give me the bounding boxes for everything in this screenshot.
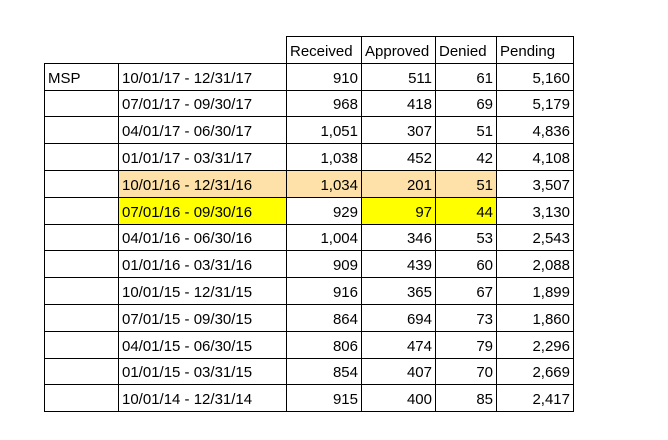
cell-denied[interactable]: 53 xyxy=(436,224,497,251)
cell-pending[interactable]: 1,899 xyxy=(497,278,574,305)
header-cell-empty-1[interactable] xyxy=(45,37,119,64)
cell-received[interactable]: 864 xyxy=(287,304,362,331)
cell-pending[interactable]: 2,417 xyxy=(497,385,574,412)
cell-received[interactable]: 910 xyxy=(287,63,362,90)
header-denied[interactable]: Denied xyxy=(436,37,497,64)
table-row-highlighted-yellow: 07/01/16 - 09/30/16 929 97 44 3,130 xyxy=(45,197,574,224)
table-row: 01/01/17 - 03/31/17 1,038 452 42 4,108 xyxy=(45,144,574,171)
cell-denied-highlighted[interactable]: 51 xyxy=(436,170,497,197)
cell-label[interactable] xyxy=(45,90,119,117)
cell-label[interactable] xyxy=(45,251,119,278)
cell-denied[interactable]: 79 xyxy=(436,331,497,358)
cell-period[interactable]: 04/01/15 - 06/30/15 xyxy=(119,331,287,358)
cell-pending[interactable]: 2,669 xyxy=(497,358,574,385)
cell-period[interactable]: 10/01/15 - 12/31/15 xyxy=(119,278,287,305)
cell-label[interactable] xyxy=(45,144,119,171)
cell-label[interactable] xyxy=(45,385,119,412)
cell-label[interactable] xyxy=(45,170,119,197)
cell-received[interactable]: 929 xyxy=(287,197,362,224)
cell-pending[interactable]: 4,108 xyxy=(497,144,574,171)
cell-period[interactable]: 04/01/17 - 06/30/17 xyxy=(119,117,287,144)
cell-pending[interactable]: 2,543 xyxy=(497,224,574,251)
cell-approved[interactable]: 365 xyxy=(362,278,436,305)
cell-approved[interactable]: 452 xyxy=(362,144,436,171)
cell-approved[interactable]: 694 xyxy=(362,304,436,331)
table-row: 01/01/16 - 03/31/16 909 439 60 2,088 xyxy=(45,251,574,278)
cell-received[interactable]: 915 xyxy=(287,385,362,412)
cell-approved[interactable]: 474 xyxy=(362,331,436,358)
cell-pending[interactable]: 4,836 xyxy=(497,117,574,144)
cell-approved[interactable]: 418 xyxy=(362,90,436,117)
table-row: 10/01/15 - 12/31/15 916 365 67 1,899 xyxy=(45,278,574,305)
cell-period-highlighted[interactable]: 10/01/16 - 12/31/16 xyxy=(119,170,287,197)
cell-period[interactable]: 10/01/17 - 12/31/17 xyxy=(119,63,287,90)
cell-denied[interactable]: 60 xyxy=(436,251,497,278)
cell-approved[interactable]: 511 xyxy=(362,63,436,90)
table-row: 07/01/15 - 09/30/15 864 694 73 1,860 xyxy=(45,304,574,331)
cell-denied[interactable]: 85 xyxy=(436,385,497,412)
table-row: 07/01/17 - 09/30/17 968 418 69 5,179 xyxy=(45,90,574,117)
cell-received-highlighted[interactable]: 1,034 xyxy=(287,170,362,197)
table-row: 01/01/15 - 03/31/15 854 407 70 2,669 xyxy=(45,358,574,385)
cell-denied-highlighted[interactable]: 44 xyxy=(436,197,497,224)
cell-received[interactable]: 1,004 xyxy=(287,224,362,251)
cell-received[interactable]: 1,051 xyxy=(287,117,362,144)
cell-pending[interactable]: 1,860 xyxy=(497,304,574,331)
cell-period[interactable]: 01/01/15 - 03/31/15 xyxy=(119,358,287,385)
cell-label[interactable] xyxy=(45,197,119,224)
cell-label[interactable] xyxy=(45,278,119,305)
cell-period[interactable]: 01/01/17 - 03/31/17 xyxy=(119,144,287,171)
cell-approved[interactable]: 439 xyxy=(362,251,436,278)
table-header-row: Received Approved Denied Pending xyxy=(45,37,574,64)
header-pending[interactable]: Pending xyxy=(497,37,574,64)
cell-period[interactable]: 01/01/16 - 03/31/16 xyxy=(119,251,287,278)
header-approved[interactable]: Approved xyxy=(362,37,436,64)
cell-label[interactable] xyxy=(45,304,119,331)
cell-period[interactable]: 04/01/16 - 06/30/16 xyxy=(119,224,287,251)
cell-denied[interactable]: 73 xyxy=(436,304,497,331)
cell-received[interactable]: 916 xyxy=(287,278,362,305)
cell-pending[interactable]: 2,296 xyxy=(497,331,574,358)
cell-received[interactable]: 806 xyxy=(287,331,362,358)
cell-label[interactable] xyxy=(45,224,119,251)
cell-pending[interactable]: 2,088 xyxy=(497,251,574,278)
cell-approved[interactable]: 407 xyxy=(362,358,436,385)
cell-label[interactable] xyxy=(45,358,119,385)
data-table: Received Approved Denied Pending MSP 10/… xyxy=(44,36,574,412)
cell-period[interactable]: 07/01/17 - 09/30/17 xyxy=(119,90,287,117)
header-cell-empty-2[interactable] xyxy=(119,37,287,64)
cell-denied[interactable]: 61 xyxy=(436,63,497,90)
table-row-highlighted-light: 10/01/16 - 12/31/16 1,034 201 51 3,507 xyxy=(45,170,574,197)
header-received[interactable]: Received xyxy=(287,37,362,64)
cell-pending[interactable]: 3,507 xyxy=(497,170,574,197)
table-row: MSP 10/01/17 - 12/31/17 910 511 61 5,160 xyxy=(45,63,574,90)
cell-denied[interactable]: 67 xyxy=(436,278,497,305)
cell-label[interactable]: MSP xyxy=(45,63,119,90)
table-row: 10/01/14 - 12/31/14 915 400 85 2,417 xyxy=(45,385,574,412)
cell-approved-highlighted[interactable]: 97 xyxy=(362,197,436,224)
cell-pending[interactable]: 5,160 xyxy=(497,63,574,90)
cell-period[interactable]: 10/01/14 - 12/31/14 xyxy=(119,385,287,412)
cell-received[interactable]: 968 xyxy=(287,90,362,117)
table-row: 04/01/15 - 06/30/15 806 474 79 2,296 xyxy=(45,331,574,358)
cell-approved-highlighted[interactable]: 201 xyxy=(362,170,436,197)
table-row: 04/01/16 - 06/30/16 1,004 346 53 2,543 xyxy=(45,224,574,251)
cell-received[interactable]: 1,038 xyxy=(287,144,362,171)
cell-approved[interactable]: 346 xyxy=(362,224,436,251)
cell-denied[interactable]: 42 xyxy=(436,144,497,171)
cell-denied[interactable]: 70 xyxy=(436,358,497,385)
cell-label[interactable] xyxy=(45,117,119,144)
cell-period-highlighted[interactable]: 07/01/16 - 09/30/16 xyxy=(119,197,287,224)
cell-pending[interactable]: 3,130 xyxy=(497,197,574,224)
table-row: 04/01/17 - 06/30/17 1,051 307 51 4,836 xyxy=(45,117,574,144)
cell-received[interactable]: 854 xyxy=(287,358,362,385)
cell-approved[interactable]: 307 xyxy=(362,117,436,144)
cell-label[interactable] xyxy=(45,331,119,358)
cell-period[interactable]: 07/01/15 - 09/30/15 xyxy=(119,304,287,331)
cell-denied[interactable]: 69 xyxy=(436,90,497,117)
cell-approved[interactable]: 400 xyxy=(362,385,436,412)
cell-received[interactable]: 909 xyxy=(287,251,362,278)
cell-denied[interactable]: 51 xyxy=(436,117,497,144)
cell-pending[interactable]: 5,179 xyxy=(497,90,574,117)
